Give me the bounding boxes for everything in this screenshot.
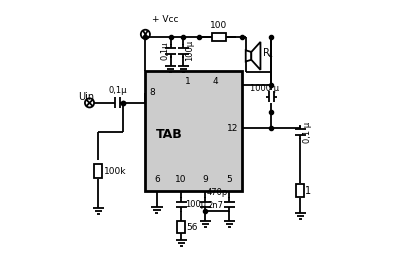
- Text: 1: 1: [185, 77, 191, 86]
- Bar: [212, 33, 226, 41]
- Bar: [296, 183, 304, 198]
- Text: 4: 4: [212, 77, 218, 86]
- Bar: [177, 221, 185, 233]
- Text: Uin: Uin: [78, 92, 95, 102]
- Text: + Vcc: + Vcc: [152, 15, 178, 24]
- Text: 100µ: 100µ: [186, 40, 194, 61]
- Bar: [145, 71, 242, 190]
- Text: 0,1µ: 0,1µ: [108, 86, 127, 95]
- Text: 100µ: 100µ: [185, 200, 206, 209]
- Text: 100: 100: [210, 22, 228, 30]
- Text: 9: 9: [202, 175, 208, 184]
- Text: 470p: 470p: [207, 188, 228, 197]
- Text: 56: 56: [186, 223, 198, 232]
- Text: 12: 12: [227, 124, 238, 133]
- Polygon shape: [246, 50, 251, 61]
- Text: 2n7: 2n7: [207, 201, 223, 210]
- Polygon shape: [251, 42, 260, 70]
- Bar: [94, 165, 102, 178]
- Text: 5: 5: [226, 175, 232, 184]
- Text: 0,1µ: 0,1µ: [160, 42, 170, 60]
- Text: 1000 µ: 1000 µ: [250, 84, 278, 93]
- Text: 10: 10: [175, 175, 187, 184]
- Text: R$_L$: R$_L$: [262, 46, 274, 60]
- Text: 0,1 µ: 0,1 µ: [303, 121, 312, 143]
- Text: TAB: TAB: [156, 128, 182, 141]
- Text: 100k: 100k: [104, 167, 126, 176]
- Text: 6: 6: [154, 175, 160, 184]
- Text: 1: 1: [306, 185, 312, 196]
- Text: 8: 8: [149, 88, 155, 97]
